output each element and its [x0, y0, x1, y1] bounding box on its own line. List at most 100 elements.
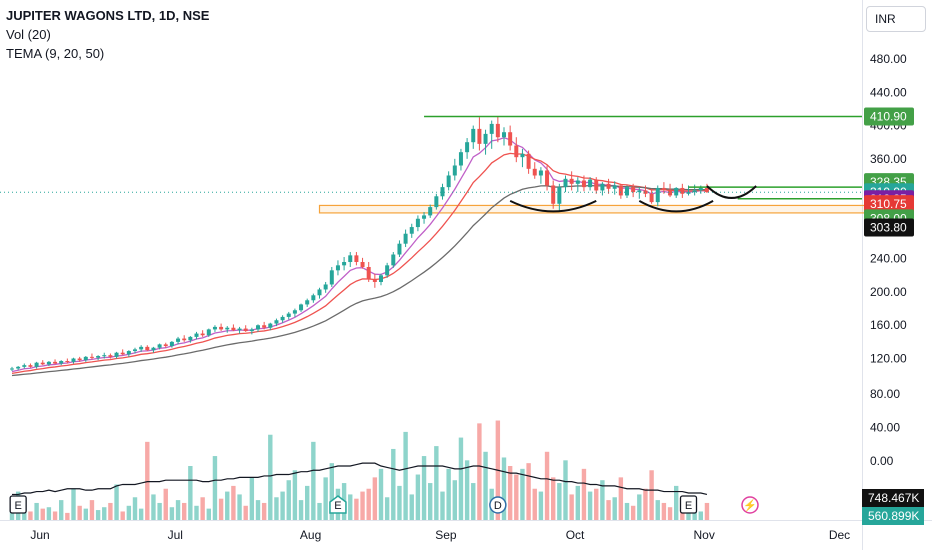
candle-body [483, 133, 488, 144]
candle-body [157, 344, 162, 348]
volume-bar [446, 468, 451, 520]
pattern-arc [509, 199, 597, 213]
volume-bar [452, 480, 457, 520]
candle-body [452, 165, 457, 176]
price-tag-label: 410.90 [870, 109, 907, 123]
candle-body [631, 187, 636, 193]
volume-bar [471, 483, 476, 520]
volume-bar [409, 494, 414, 520]
candle-body [625, 187, 629, 196]
candle-body [139, 346, 144, 350]
volume-bar [46, 507, 52, 520]
volume-bar [397, 485, 402, 520]
volume-indicator-label[interactable]: Vol (20) [6, 27, 51, 42]
candle-body [366, 267, 371, 280]
tema-indicator-label[interactable]: TEMA (9, 20, 50) [6, 46, 105, 61]
candle-body [243, 328, 248, 332]
event-marker-label: ⚡ [743, 499, 757, 512]
event-marker [329, 495, 347, 514]
candle-body [360, 262, 365, 267]
volume-bar [237, 494, 242, 520]
candle-body [643, 190, 648, 194]
volume-bar [323, 477, 328, 520]
volume-bar [630, 505, 636, 520]
volume-bar [114, 484, 119, 520]
volume-bar [667, 507, 673, 520]
volume-bar [212, 456, 218, 520]
candle-body [409, 227, 414, 234]
chart-legend: JUPITER WAGONS LTD, 1D, NSE Vol (20) TEM… [6, 6, 209, 63]
volume-bar [218, 498, 224, 520]
event-marker-label: D [494, 500, 502, 512]
candle-body [508, 132, 513, 146]
volume-bar [194, 505, 199, 520]
volume-bar [280, 491, 285, 520]
candle-body [188, 336, 193, 341]
candle-body [169, 341, 174, 347]
currency-button[interactable]: INR [866, 6, 926, 32]
candle-body [176, 338, 181, 342]
candle-body [520, 153, 525, 158]
volume-bar [274, 497, 279, 520]
candle-body [206, 329, 211, 336]
volume-bar [132, 497, 138, 520]
volume-bar [317, 502, 322, 520]
candle-body [126, 351, 131, 355]
candle-body [16, 366, 21, 369]
volume-tag-label: 748.467K [868, 491, 919, 505]
candle-body [428, 207, 433, 216]
volume-bar [360, 491, 365, 520]
candle-body [606, 183, 611, 189]
volume-bar [34, 502, 39, 520]
candle-body [65, 361, 70, 363]
volume-bar [311, 441, 316, 520]
candle-body [440, 187, 445, 197]
candle-body [77, 358, 82, 361]
candle-body [686, 192, 691, 194]
price-axis-separator [862, 0, 863, 550]
price-tick-label: 240.00 [870, 252, 907, 266]
volume-bar [83, 508, 88, 520]
candle-body [403, 233, 408, 244]
volume-bar [551, 477, 556, 520]
volume-bar [366, 488, 371, 520]
volume-bar [600, 480, 605, 520]
candle-body [133, 349, 137, 352]
candle-body [489, 123, 494, 134]
candle-body [225, 327, 230, 330]
volume-bar [52, 511, 58, 520]
candle-body [581, 180, 586, 188]
candle-body [569, 178, 574, 184]
candle-body [274, 320, 279, 324]
volume-bar [612, 497, 617, 520]
candle-body [268, 323, 273, 328]
candle-body [46, 361, 51, 365]
candle-body [28, 365, 33, 367]
event-marker [679, 495, 698, 514]
volume-bar [298, 500, 304, 520]
candle-body [22, 365, 27, 367]
price-tag-label: 303.80 [870, 220, 907, 234]
price-tag [864, 218, 914, 237]
candle-body [551, 185, 556, 204]
volume-bar [268, 434, 273, 520]
candle-body [661, 187, 666, 190]
volume-bar [643, 488, 648, 520]
volume-bar [581, 468, 587, 520]
volume-bar [587, 491, 593, 520]
price-tick-label: 0.00 [870, 454, 894, 468]
candle-body [249, 329, 254, 332]
candle-body [594, 179, 599, 191]
volume-bar [698, 511, 703, 520]
volume-bar [421, 456, 427, 520]
candle-body [532, 168, 537, 176]
candle-body [329, 270, 334, 285]
month-tick-label: Jul [168, 528, 183, 542]
volume-bar [378, 468, 384, 520]
volume-bar [145, 441, 150, 520]
candle-body [588, 179, 593, 188]
volume-bar [569, 494, 574, 520]
candle-body [465, 142, 470, 153]
symbol-title[interactable]: JUPITER WAGONS LTD, 1D, NSE [6, 8, 210, 23]
